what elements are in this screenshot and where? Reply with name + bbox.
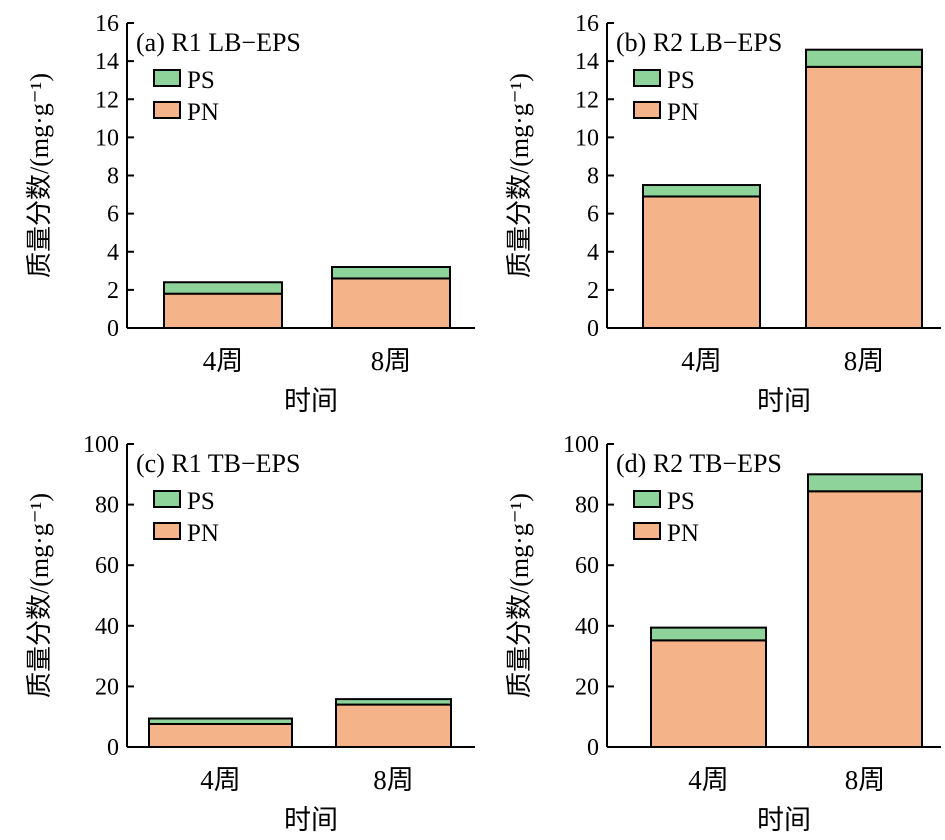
x-tick-label: 4周 [688,765,729,795]
y-tick-label: 12 [575,87,599,113]
y-tick-label: 100 [83,432,119,458]
x-tick-label: 4周 [203,346,244,376]
x-tick-label: 8周 [371,346,412,376]
chart-panel-2: 0 2 4 6 8 10 12 14 16 4周 8周 (b) R2 LB−EPS PS PN 时间 质量分数… [505,11,941,416]
bar-pn-1 [163,292,283,329]
y-tick-label: 0 [107,316,119,342]
bar-ps-2 [807,473,923,493]
bar-ps-1 [642,184,761,198]
bar-ps-2 [335,698,452,706]
y-tick-label: 12 [95,87,119,113]
legend-swatch-ps [633,69,661,87]
y-tick-label: 14 [575,49,599,75]
panel-title: (d) R2 TB−EPS [616,449,782,478]
legend-swatch-pn [153,522,181,540]
y-tick-label: 40 [575,614,599,640]
y-tick-label: 60 [575,553,599,579]
y-tick-label: 2 [107,278,119,304]
legend-swatch-pn [153,101,181,119]
y-axis-label: 质量分数/(mg·g⁻¹) [25,73,54,278]
legend-label-pn: PN [187,520,219,547]
bar-pn-2 [335,703,452,749]
y-tick-label: 6 [587,202,599,228]
legend-label-pn: PN [667,99,699,126]
y-axis-label: 质量分数/(mg·g⁻¹) [25,493,54,698]
legend-swatch-ps [633,490,661,508]
y-tick-label: 0 [107,735,119,761]
x-tick-label: 8周 [844,346,885,376]
y-tick-label: 2 [587,278,599,304]
legend-label-pn: PN [667,520,699,547]
bar-pn-1 [148,722,293,748]
bar-pn-2 [331,277,451,329]
chart-panel-3: 0 20 40 60 80 100 4周 8周 (c) R1 TB−EPS PS PN 时间 质量分数/… [25,432,475,835]
y-tick-label: 40 [95,614,119,640]
bar-ps-1 [163,281,283,295]
bar-ps-2 [805,48,923,68]
y-axis-label: 质量分数/(mg·g⁻¹) [505,493,534,698]
y-tick-label: 8 [587,164,599,190]
legend-swatch-ps [153,490,181,508]
x-tick-label: 4周 [681,346,722,376]
bar-pn-2 [805,65,923,329]
legend-swatch-pn [633,101,661,119]
legend-swatch-pn [633,522,661,540]
y-tick-label: 20 [95,674,119,700]
x-axis-label: 时间 [757,805,811,835]
legend-label-ps: PS [187,67,215,94]
y-tick-label: 100 [563,432,599,458]
legend-label-ps: PS [667,67,695,94]
y-tick-label: 10 [575,125,599,151]
x-axis-label: 时间 [284,805,338,835]
x-axis-label: 时间 [284,386,338,416]
legend-label-ps: PS [667,488,695,515]
legend-label-pn: PN [187,99,219,126]
bar-ps-2 [331,266,451,280]
y-tick-label: 6 [107,202,119,228]
y-tick-label: 10 [95,125,119,151]
y-tick-label: 80 [575,493,599,519]
y-tick-label: 16 [575,11,599,37]
y-tick-label: 0 [587,316,599,342]
y-tick-label: 80 [95,493,119,519]
bar-pn-2 [807,490,923,748]
x-tick-label: 8周 [845,765,886,795]
y-tick-label: 20 [575,674,599,700]
y-tick-label: 4 [587,240,599,266]
y-tick-label: 0 [587,735,599,761]
panel-title: (c) R1 TB−EPS [136,449,300,478]
x-tick-label: 4周 [200,765,241,795]
legend-label-ps: PS [187,488,215,515]
bar-ps-1 [650,626,767,642]
bar-ps-1 [148,717,293,725]
panel-title: (b) R2 LB−EPS [616,28,782,57]
chart-panel-1: 0 2 4 6 8 10 12 14 16 4周 8周 (a) R1 LB−EPS PS PN 时间 质量分数… [25,11,475,416]
y-tick-label: 8 [107,164,119,190]
y-tick-label: 16 [95,11,119,37]
y-tick-label: 14 [95,49,119,75]
bar-pn-1 [650,639,767,748]
y-tick-label: 60 [95,553,119,579]
x-tick-label: 8周 [373,765,414,795]
y-tick-label: 4 [107,240,119,266]
bar-pn-1 [642,195,761,329]
legend-swatch-ps [153,69,181,87]
y-axis-label: 质量分数/(mg·g⁻¹) [505,73,534,278]
x-axis-label: 时间 [757,386,811,416]
panel-title: (a) R1 LB−EPS [136,28,301,57]
chart-panel-4: 0 20 40 60 80 100 4周 8周 (d) R2 TB−EPS PS PN 时间 质量分数/… [505,432,941,835]
